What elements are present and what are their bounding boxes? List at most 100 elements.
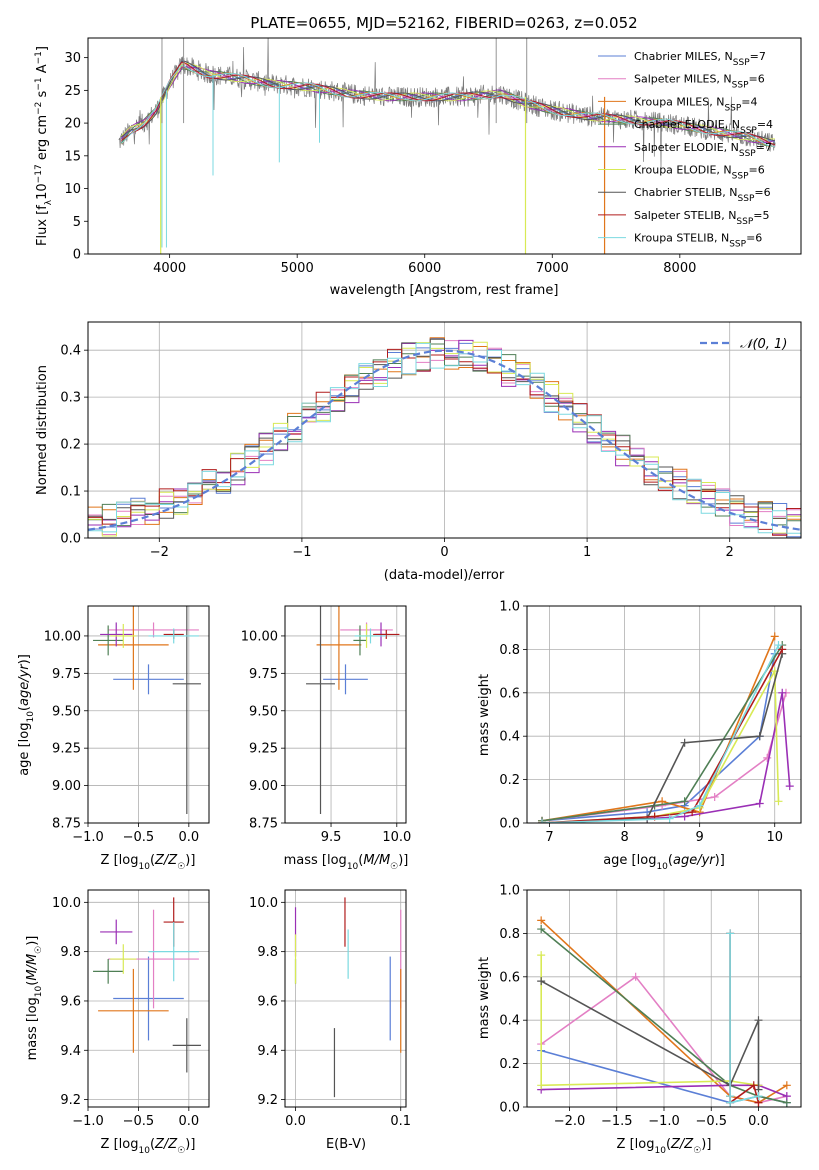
x-tick-label: 10.0 (382, 830, 411, 845)
mass-weight-line (540, 955, 759, 1087)
x-axis-label: Z [log10(Z/Z☉)] (101, 853, 196, 872)
mass-weight-marker (537, 977, 546, 986)
y-tick-label: 1.0 (499, 600, 520, 615)
mass-vs-EBV-frame (284, 889, 407, 1108)
mass-weight-line (541, 644, 780, 823)
plot-area-age-vs-mass (306, 606, 400, 815)
mass-weight-marker (537, 916, 546, 925)
y-tick-label: 9.00 (249, 779, 278, 794)
plot-area-residuals (88, 337, 801, 538)
model-spectrum-line (120, 60, 776, 142)
legend-label: Kroupa MILES, NSSP=4 (634, 95, 758, 113)
x-tick-label: 6000 (408, 261, 441, 276)
x-axis-label: mass [log10(M/M☉)] (284, 853, 409, 872)
x-tick-label: 9.5 (321, 830, 342, 845)
y-tick-label: 10.0 (52, 896, 81, 911)
y-tick-label: 9.75 (249, 667, 278, 682)
figure-title: PLATE=0655, MJD=52162, FIBERID=0263, z=0… (250, 14, 637, 32)
x-tick-label: 1 (583, 545, 591, 560)
x-tick-label: 0.0 (285, 1114, 306, 1129)
x-tick-label: 0.0 (748, 1114, 769, 1129)
y-tick-label: 0 (73, 248, 81, 263)
y-tick-label: 9.8 (257, 945, 278, 960)
model-spectrum-line (120, 62, 775, 141)
y-axis-label: Flux [fλ10−17 erg cm−2 s−1 A−1] (34, 46, 54, 246)
y-tick-label: 0.1 (60, 485, 81, 500)
y-tick-label: 9.50 (249, 704, 278, 719)
plot-area-weight-vs-Z (537, 916, 791, 1107)
mass-weight-line (541, 1084, 788, 1097)
x-tick-label: 7 (545, 830, 553, 845)
y-tick-label: 0.4 (499, 730, 520, 745)
x-axis-label: (data-model)/error (384, 568, 505, 583)
grid-weight-vs-Z (527, 889, 801, 1108)
model-spectrum-line (120, 61, 776, 146)
x-tick-label: −2 (150, 545, 169, 560)
plot-area-age-vs-Z (93, 606, 201, 815)
grid-age-vs-mass (285, 606, 406, 824)
plot-area-mass-vs-EBV (294, 897, 402, 1098)
mass-vs-Z-frame (87, 889, 210, 1108)
y-tick-label: 10 (64, 182, 81, 197)
spectrum-legend: Chabrier MILES, NSSP=7 Salpeter MILES, NS… (598, 50, 773, 250)
axes-mass-vs-EBV: 0.0 0.1 9.2 9.4 9.6 9.8 10.0 E(B-V) (249, 889, 411, 1152)
legend-label: Salpeter MILES, NSSP=6 (634, 73, 765, 91)
x-tick-label: −0.5 (123, 1114, 155, 1129)
x-tick-label: 4000 (153, 261, 186, 276)
legend-label: 𝒩(0, 1) (740, 337, 787, 352)
axes-residuals: −2 −1 0 1 2 0.0 0.1 0.2 0.3 0.4 𝒩(0, 1) (data-model… (35, 321, 802, 583)
axes-age-vs-Z: −1.0 −0.5 0.0 8.75 9.00 9.25 9.50 9.75 10.00 Z [l… (17, 605, 210, 872)
y-tick-label: 0.4 (60, 344, 81, 359)
y-tick-label: 0.0 (60, 532, 81, 547)
plot-area-mass-vs-Z (93, 897, 201, 1073)
mass-weight-line (541, 668, 780, 823)
mass-weight-marker (785, 782, 794, 791)
residual-histogram-step (88, 342, 801, 538)
y-tick-label: 0.2 (499, 773, 520, 788)
y-tick-label: 9.6 (257, 994, 278, 1009)
x-tick-label: 0 (440, 545, 448, 560)
x-tick-label: 0.0 (178, 830, 199, 845)
x-tick-label: 2 (726, 545, 734, 560)
mass-weight-marker (680, 797, 689, 806)
x-tick-label: 10 (766, 830, 783, 845)
y-tick-label: 9.6 (60, 994, 81, 1009)
y-tick-label: 5 (73, 215, 81, 230)
legend-label: Salpeter STELIB, NSSP=5 (634, 209, 770, 227)
x-tick-label: −1.0 (648, 1114, 680, 1129)
x-tick-label: −0.5 (123, 830, 155, 845)
legend-label: Chabrier ELODIE, NSSP=4 (634, 118, 773, 136)
grid-weight-vs-age (527, 605, 801, 824)
mass-weight-marker (538, 819, 547, 823)
mass-weight-marker (680, 812, 689, 821)
y-axis-label: mass [log10(M/M☉)] (25, 936, 44, 1061)
mass-weight-marker (778, 688, 787, 697)
mass-weight-marker (680, 738, 689, 747)
x-tick-label: 8000 (663, 261, 696, 276)
y-tick-label: 15 (64, 149, 81, 164)
y-tick-label: 9.25 (52, 742, 81, 757)
y-tick-label: 0.2 (60, 438, 81, 453)
y-tick-label: 10.0 (249, 896, 278, 911)
mass-weight-marker (755, 799, 764, 808)
mass-weight-marker (782, 1092, 791, 1101)
y-tick-label: 9.2 (60, 1093, 81, 1108)
y-tick-label: 9.25 (249, 742, 278, 757)
x-axis-label: wavelength [Angstrom, rest frame] (330, 283, 559, 298)
weight-vs-Z-frame (526, 889, 802, 1108)
x-tick-label: 0.0 (178, 1114, 199, 1129)
mass-weight-line (540, 980, 760, 1090)
axes-mass-vs-Z: −1.0 −0.5 0.0 9.2 9.4 9.6 9.8 10.0 Z [log10(Z/Z☉… (25, 889, 210, 1156)
x-tick-label: 9 (696, 830, 704, 845)
x-tick-label: −1.0 (72, 1114, 104, 1129)
mass-weight-marker (749, 1081, 758, 1090)
model-spectrum-line (120, 64, 775, 148)
y-tick-label: 0.3 (60, 391, 81, 406)
spectrum-frame (87, 37, 802, 255)
y-tick-label: 30 (64, 51, 81, 66)
x-tick-label: −1.5 (601, 1114, 633, 1129)
y-axis-label: age [log10(age/yr)] (17, 654, 36, 776)
legend-label: Salpeter ELODIE, NSSP=7 (634, 141, 772, 159)
normal-reference-curve (88, 349, 801, 531)
